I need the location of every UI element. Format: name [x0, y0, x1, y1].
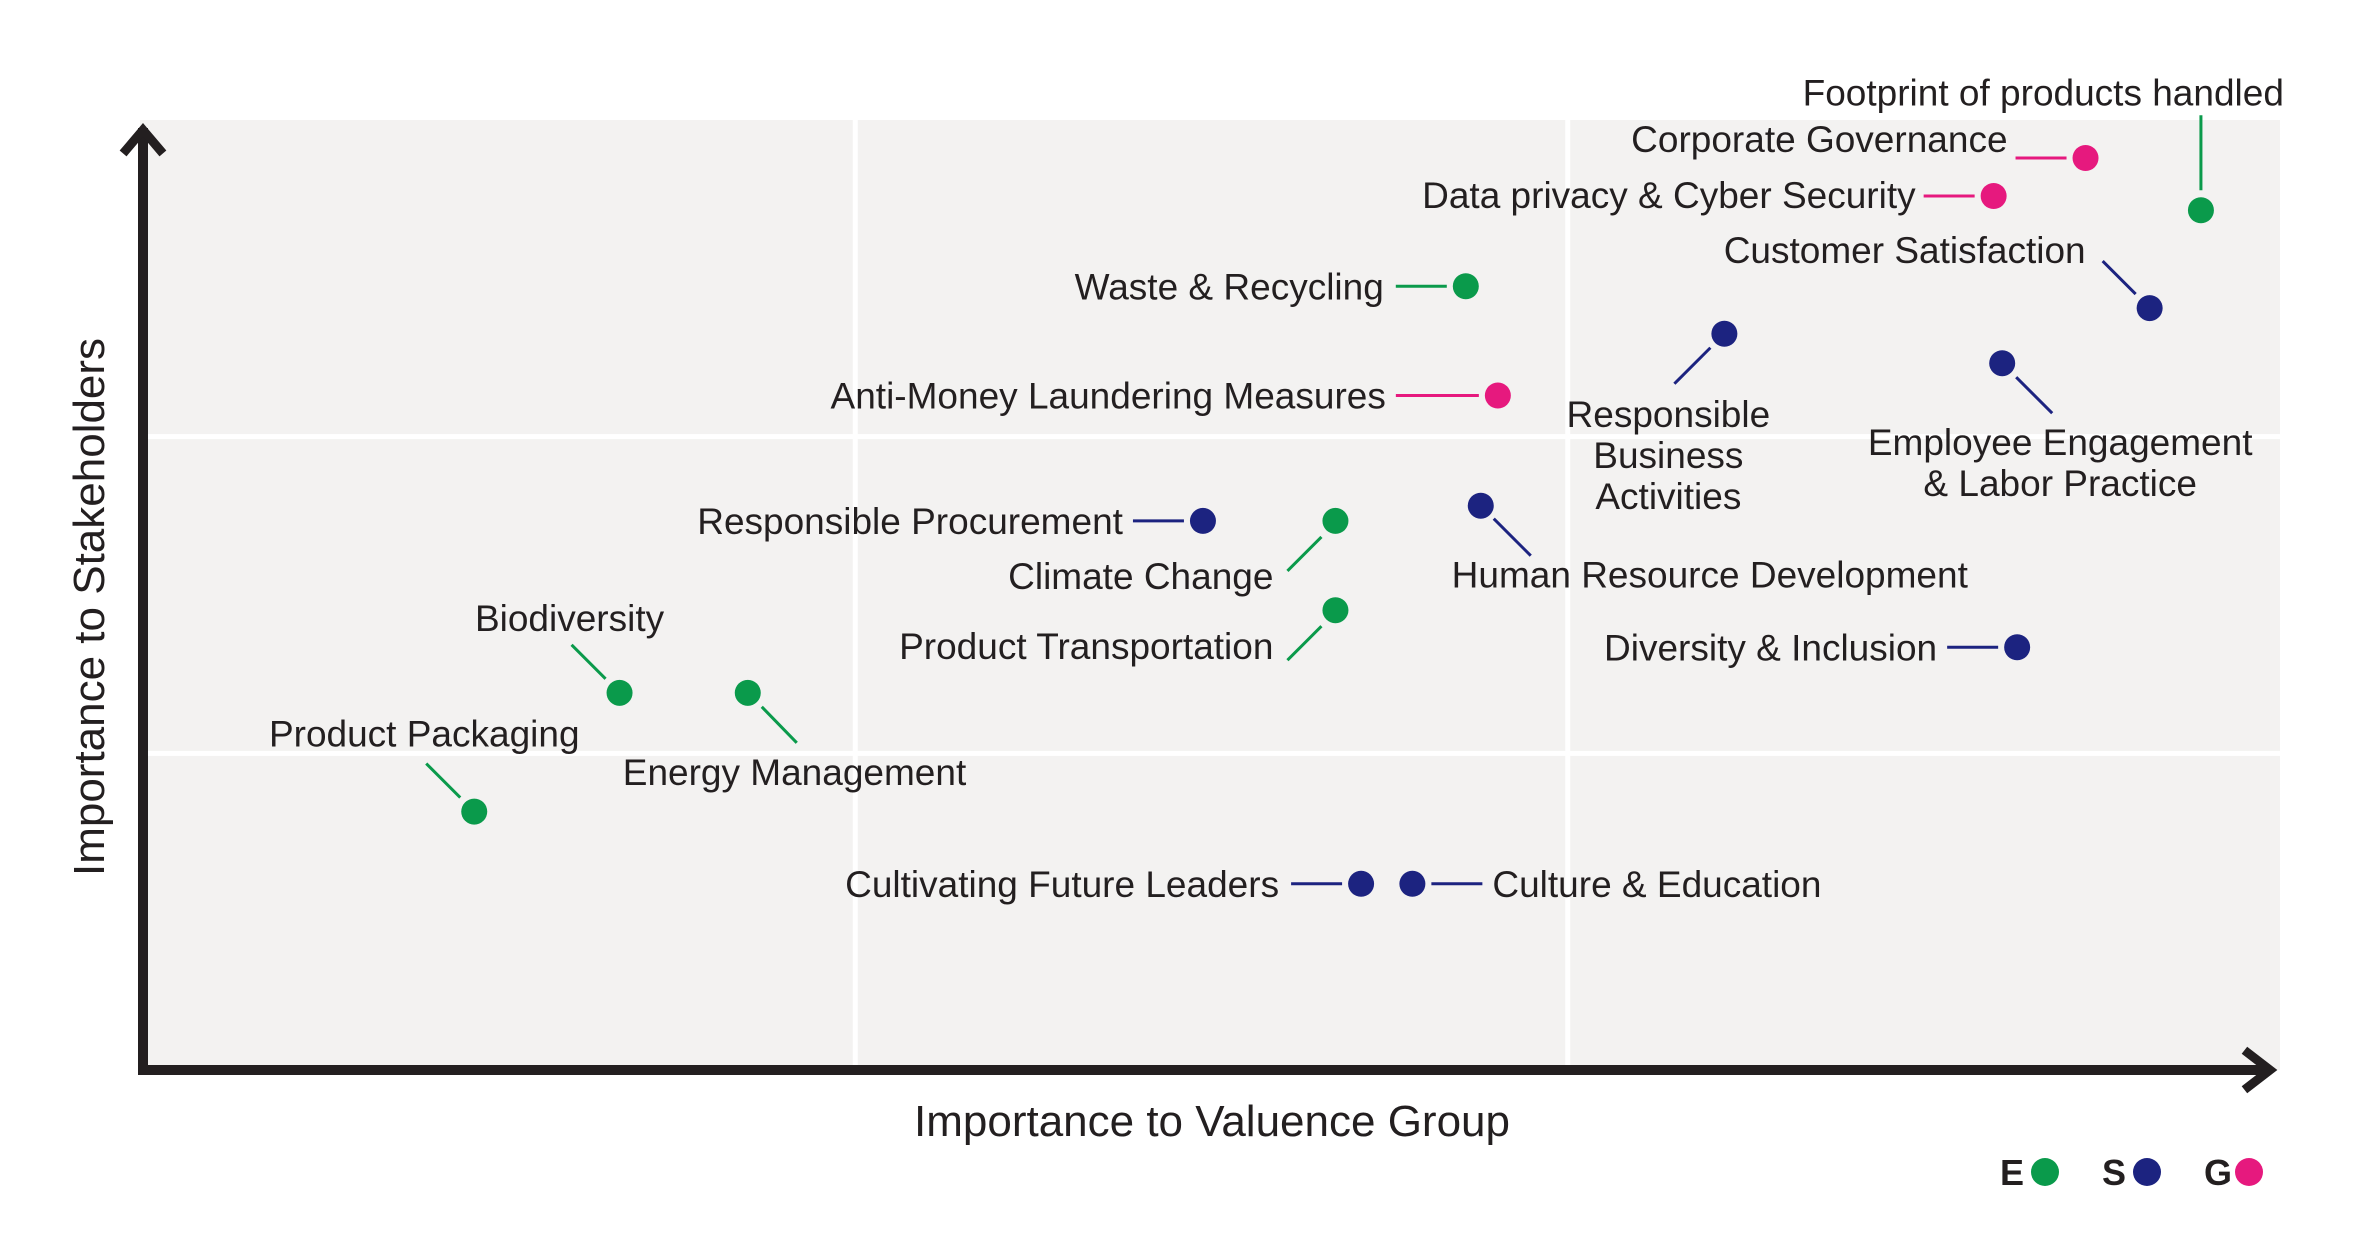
- point-waste-and-recycling: Waste & Recycling: [1075, 266, 1479, 307]
- point-label-energy-management: Energy Management: [623, 752, 967, 793]
- point-label-anti-money-laundering-measures: Anti-Money Laundering Measures: [831, 376, 1386, 417]
- point-label-line: Business: [1593, 435, 1743, 476]
- point-label-product-packaging: Product Packaging: [269, 714, 580, 755]
- x-axis-arrowhead: [2241, 1046, 2278, 1094]
- leader-line-employee-engagement-and-labor-practice: [2015, 376, 2054, 415]
- leader-line-product-packaging: [425, 762, 462, 799]
- point-label-waste-and-recycling: Waste & Recycling: [1075, 266, 1384, 307]
- leader-line-human-resource-development: [1492, 517, 1532, 557]
- point-label-line: Activities: [1595, 476, 1741, 517]
- point-responsible-procurement: Responsible Procurement: [697, 501, 1216, 542]
- point-label-data-privacy-and-cyber-security: Data privacy & Cyber Security: [1422, 175, 1916, 216]
- point-anti-money-laundering-measures: Anti-Money Laundering Measures: [831, 376, 1511, 417]
- legend-label-s: S: [2102, 1152, 2126, 1193]
- marker-culture-and-education: [1399, 870, 1426, 897]
- marker-diversity-and-inclusion: [2004, 634, 2031, 661]
- marker-waste-and-recycling: [1452, 273, 1479, 300]
- point-label-line: & Labor Practice: [1923, 463, 2197, 504]
- point-label-biodiversity: Biodiversity: [475, 598, 665, 639]
- marker-customer-satisfaction: [2136, 295, 2163, 322]
- marker-product-transportation: [1322, 597, 1349, 624]
- point-diversity-and-inclusion: Diversity & Inclusion: [1604, 627, 2031, 668]
- marker-energy-management: [734, 679, 761, 706]
- legend-label-g: G: [2204, 1152, 2232, 1193]
- leader-line-product-transportation: [1286, 625, 1323, 662]
- leader-line-responsible-business-activities: [1673, 346, 1712, 385]
- point-label-responsible-business-activities: Responsible Business Activities: [1567, 394, 1771, 517]
- marker-biodiversity: [606, 679, 633, 706]
- marker-cultivating-future-leaders: [1348, 870, 1375, 897]
- marker-climate-change: [1322, 507, 1349, 534]
- marker-employee-engagement-and-labor-practice: [1989, 350, 2016, 377]
- marker-footprint-of-products-handled: [2187, 197, 2214, 224]
- point-label-line: Responsible: [1567, 394, 1771, 435]
- legend-swatch-s: [2133, 1158, 2161, 1186]
- y-axis-title: Importance to Stakeholders: [65, 338, 114, 876]
- marker-responsible-procurement: [1189, 507, 1216, 534]
- point-label-employee-engagement-and-labor-practice: Employee Engagement & Labor Practice: [1868, 422, 2253, 504]
- point-product-packaging: Product Packaging: [269, 714, 580, 825]
- point-label-corporate-governance: Corporate Governance: [1631, 119, 2007, 160]
- y-axis-arrowhead: [119, 123, 167, 157]
- point-product-transportation: Product Transportation: [899, 597, 1349, 667]
- point-label-culture-and-education: Culture & Education: [1492, 864, 1821, 905]
- marker-human-resource-development: [1467, 492, 1494, 519]
- point-label-diversity-and-inclusion: Diversity & Inclusion: [1604, 627, 1937, 668]
- point-label-customer-satisfaction: Customer Satisfaction: [1724, 230, 2086, 271]
- marker-corporate-governance: [2072, 145, 2099, 171]
- leader-line-climate-change: [1286, 535, 1323, 572]
- leader-line-biodiversity: [570, 643, 607, 680]
- point-climate-change: Climate Change: [1008, 507, 1349, 597]
- legend-swatch-g: [2235, 1158, 2263, 1186]
- axes: [119, 123, 2278, 1094]
- marker-responsible-business-activities: [1711, 320, 1738, 347]
- point-footprint-of-products-handled: Footprint of products handled: [1803, 72, 2284, 224]
- marker-product-packaging: [461, 798, 488, 825]
- point-human-resource-development: Human Resource Development: [1452, 492, 1969, 596]
- point-responsible-business-activities: Responsible Business Activities: [1567, 320, 1771, 517]
- point-label-human-resource-development: Human Resource Development: [1452, 555, 1969, 596]
- data-points: Footprint of products handled Waste & Rec…: [269, 72, 2284, 905]
- marker-data-privacy-and-cyber-security: [1980, 183, 2007, 209]
- point-biodiversity: Biodiversity: [475, 598, 665, 706]
- leader-line-customer-satisfaction: [2101, 260, 2137, 296]
- point-label-responsible-procurement: Responsible Procurement: [697, 501, 1123, 542]
- point-label-line: Employee Engagement: [1868, 422, 2253, 463]
- point-label-footprint-of-products-handled: Footprint of products handled: [1803, 72, 2284, 113]
- point-data-privacy-and-cyber-security: Data privacy & Cyber Security: [1422, 175, 2007, 216]
- marker-anti-money-laundering-measures: [1484, 382, 1511, 409]
- leader-line-energy-management: [760, 705, 798, 744]
- point-employee-engagement-and-labor-practice: Employee Engagement & Labor Practice: [1868, 350, 2253, 504]
- plot-background: [140, 120, 2280, 1070]
- legend-label-e: E: [2000, 1152, 2024, 1193]
- point-customer-satisfaction: Customer Satisfaction: [1724, 230, 2163, 322]
- point-label-climate-change: Climate Change: [1008, 556, 1273, 597]
- x-axis-title: Importance to Valuence Group: [914, 1097, 1510, 1146]
- point-energy-management: Energy Management: [623, 679, 967, 793]
- point-cultivating-future-leaders: Cultivating Future Leaders: [845, 864, 1375, 905]
- point-label-product-transportation: Product Transportation: [899, 626, 1273, 667]
- point-label-cultivating-future-leaders: Cultivating Future Leaders: [845, 864, 1279, 905]
- point-culture-and-education: Culture & Education: [1399, 864, 1821, 905]
- gridlines: [143, 120, 2280, 1070]
- point-corporate-governance: Corporate Governance: [1631, 119, 2099, 171]
- legend-swatch-e: [2031, 1158, 2059, 1186]
